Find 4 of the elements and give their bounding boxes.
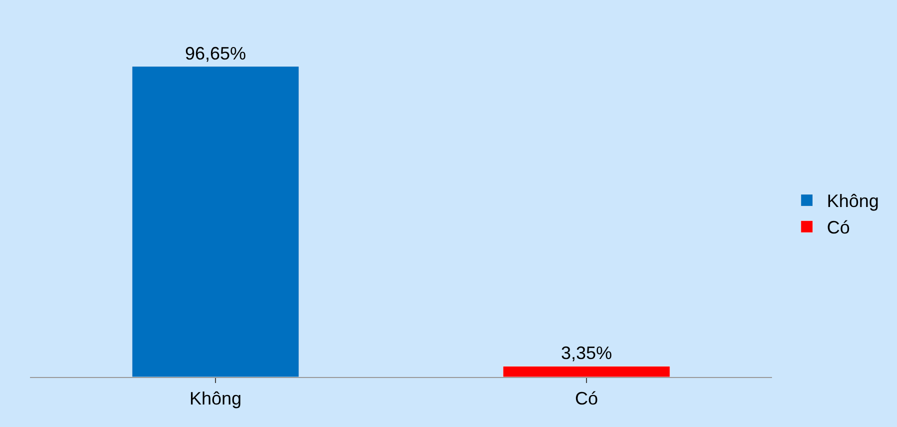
data-label: 96,65%: [184, 43, 246, 64]
legend-label: Không: [826, 191, 879, 212]
data-label: 3,35%: [560, 343, 612, 364]
legend-label: Có: [826, 218, 850, 238]
